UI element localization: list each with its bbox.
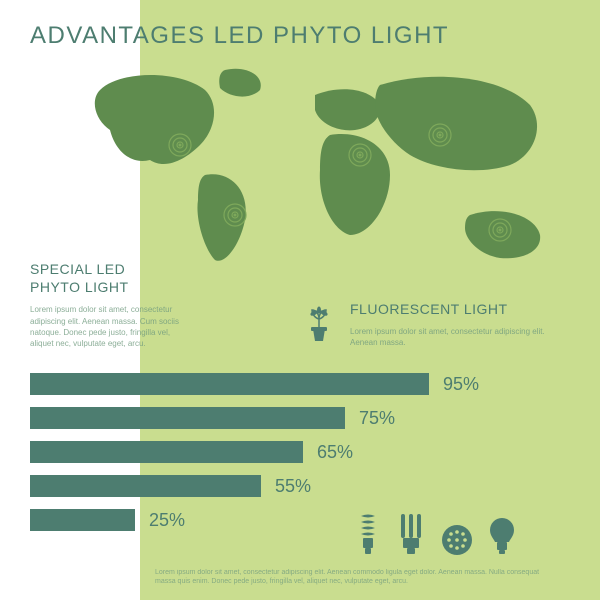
- plant-pot-icon: [295, 295, 343, 343]
- fluorescent-body: Lorem ipsum dolor sit amet, consectetur …: [350, 326, 570, 348]
- bar: [30, 441, 303, 463]
- cfl-tube-icon: [397, 514, 425, 556]
- bar: [30, 373, 429, 395]
- bar-label: 25%: [149, 510, 185, 531]
- footer-text: Lorem ipsum dolor sit amet, consectetur …: [155, 568, 555, 586]
- bar-row: 55%: [30, 472, 570, 500]
- world-map: [70, 60, 570, 270]
- special-led-block: SPECIAL LED PHYTO LIGHT Lorem ipsum dolo…: [30, 260, 190, 349]
- led-round-icon: [441, 524, 473, 556]
- bulb-classic-icon: [489, 518, 515, 556]
- special-led-heading: SPECIAL LED PHYTO LIGHT: [30, 260, 190, 296]
- bar-label: 95%: [443, 374, 479, 395]
- bar-label: 65%: [317, 442, 353, 463]
- bar-row: 75%: [30, 404, 570, 432]
- page-title: ADVANTAGES LED PHYTO LIGHT: [30, 22, 449, 50]
- special-led-body: Lorem ipsum dolor sit amet, consectetur …: [30, 304, 190, 349]
- bar-label: 75%: [359, 408, 395, 429]
- bar: [30, 475, 261, 497]
- fluorescent-block: FLUORESCENT LIGHT Lorem ipsum dolor sit …: [350, 300, 570, 349]
- fluorescent-heading: FLUORESCENT LIGHT: [350, 300, 570, 318]
- bulb-icons-row: [355, 514, 515, 556]
- heading-line: SPECIAL LED: [30, 261, 125, 277]
- bar: [30, 407, 345, 429]
- bar-row: 65%: [30, 438, 570, 466]
- bar-label: 55%: [275, 476, 311, 497]
- bar: [30, 509, 135, 531]
- bar-row: 95%: [30, 370, 570, 398]
- heading-line: PHYTO LIGHT: [30, 279, 129, 295]
- cfl-spiral-icon: [355, 514, 381, 556]
